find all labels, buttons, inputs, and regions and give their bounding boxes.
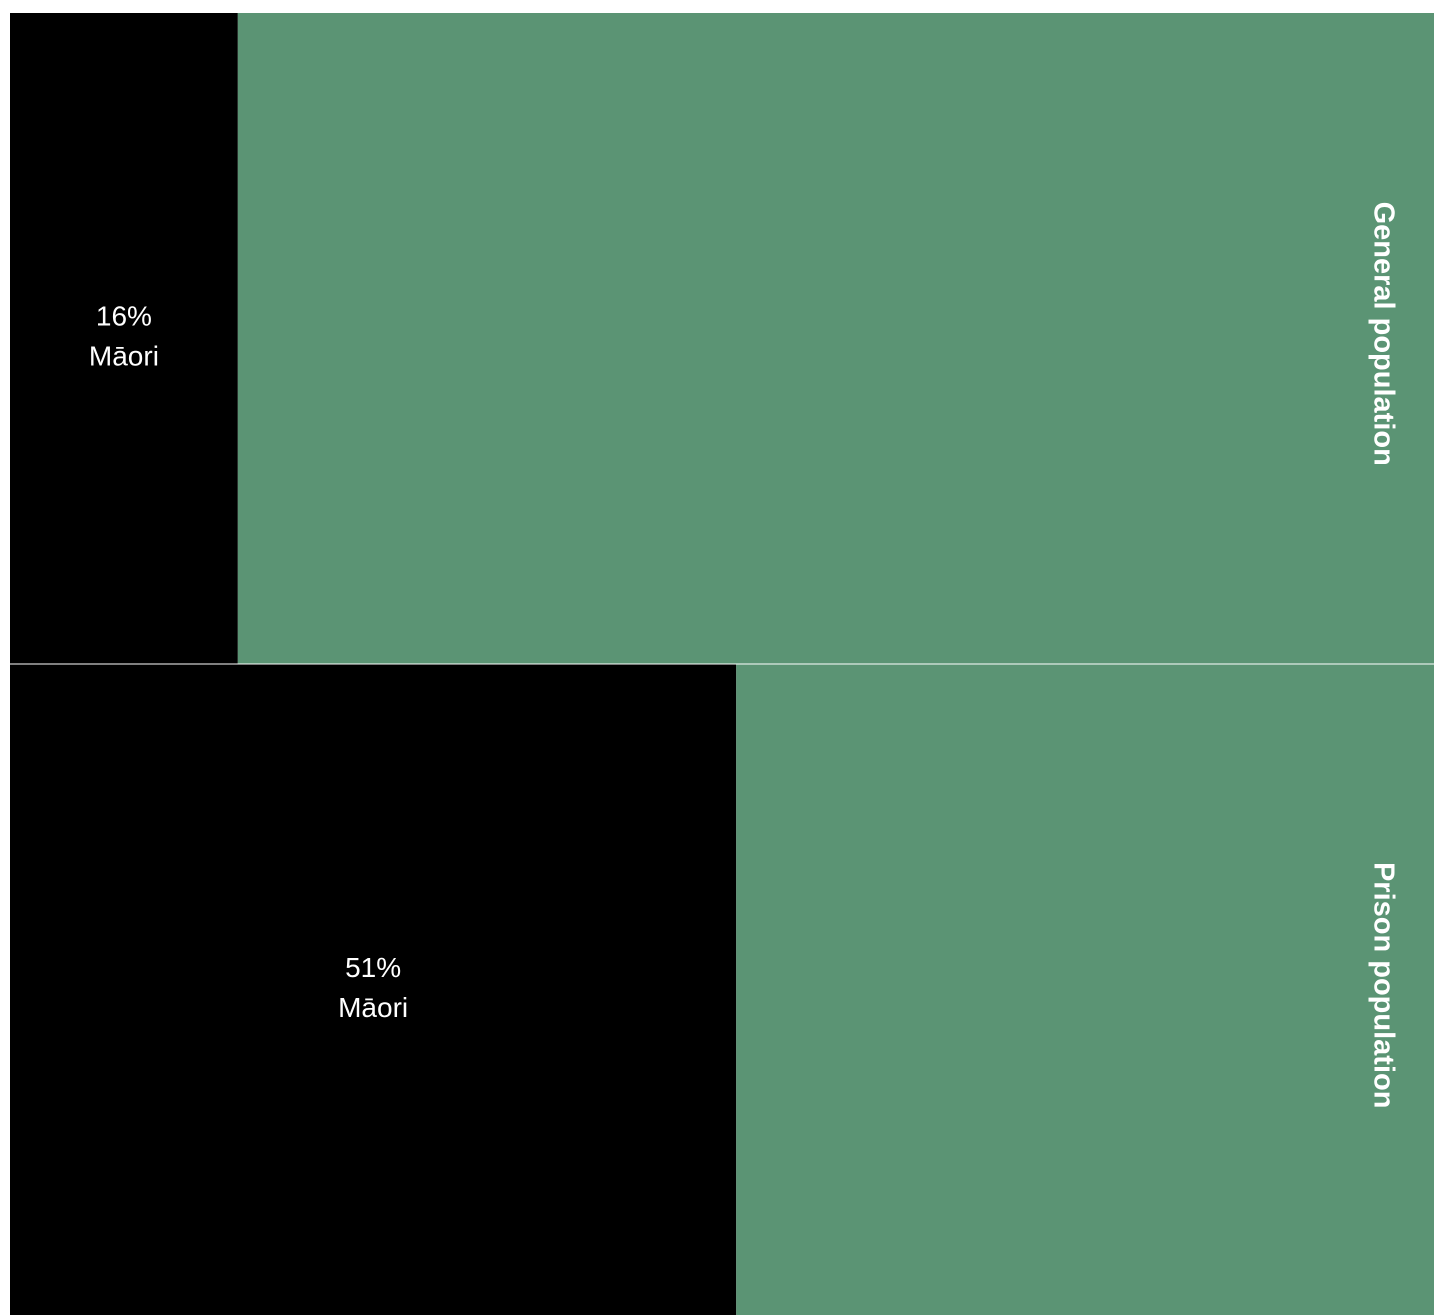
bar-rest-prison-population bbox=[736, 664, 1434, 1315]
row-label-prison-population: Prison population bbox=[1367, 862, 1399, 1109]
maori-category-label-general-population: Māori bbox=[89, 341, 159, 372]
maori-percent-label-general-population: 16% bbox=[96, 301, 152, 332]
population-share-chart: 16% Māori General population 51% Māori Prison… bbox=[10, 13, 1434, 1315]
bar-maori-general-population bbox=[10, 13, 238, 664]
maori-category-label-prison-population: Māori bbox=[338, 992, 408, 1023]
row-divider bbox=[10, 663, 1434, 665]
row-label-general-population: General population bbox=[1367, 202, 1399, 466]
bar-maori-prison-population bbox=[10, 664, 737, 1315]
bar-rest-general-population bbox=[237, 13, 1434, 664]
maori-percent-label-prison-population: 51% bbox=[345, 952, 401, 983]
